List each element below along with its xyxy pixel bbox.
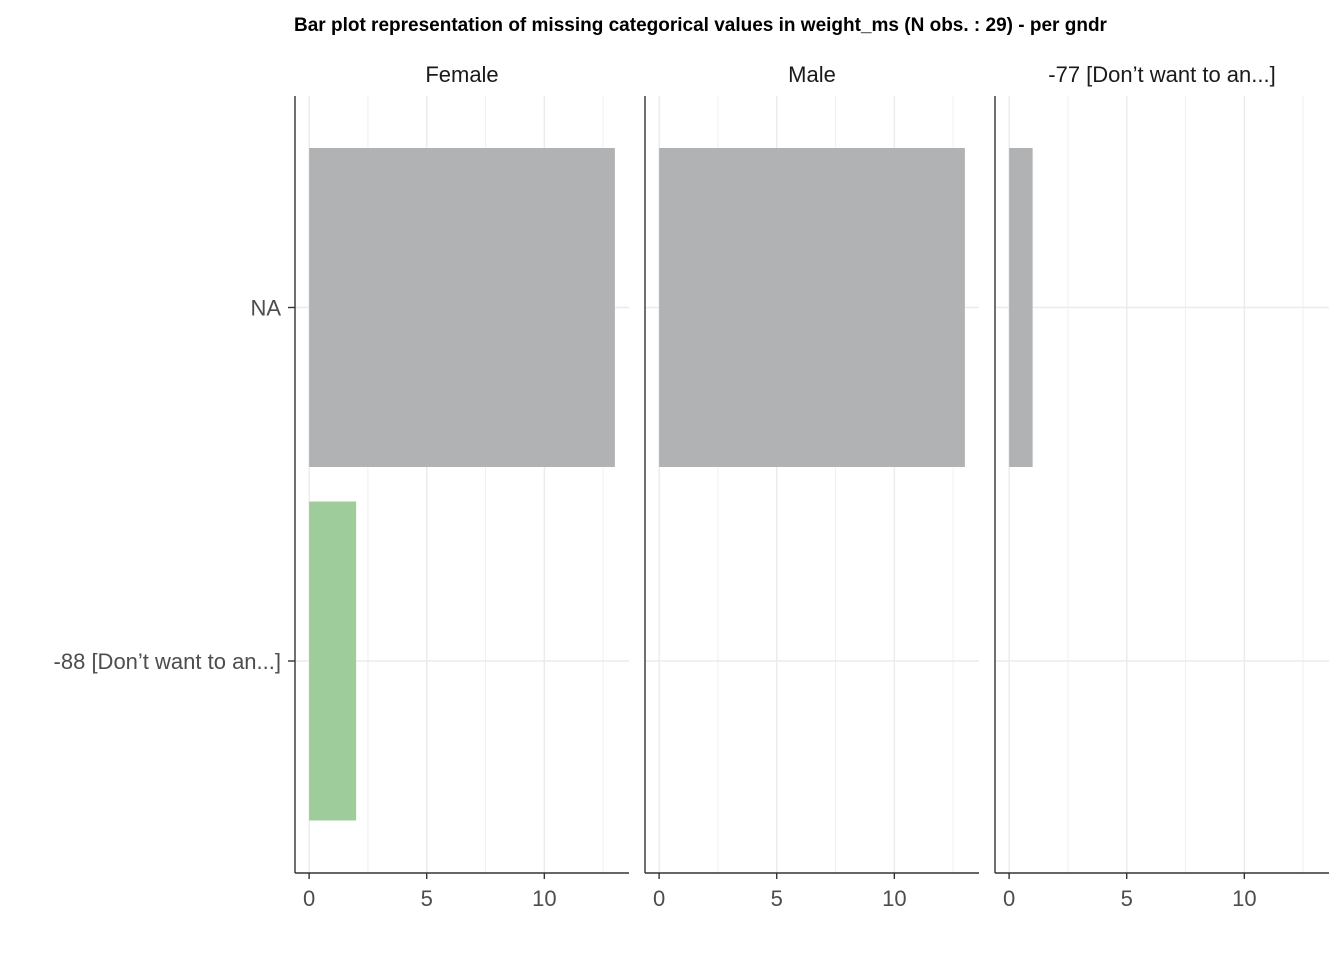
facet-strip-label: Male xyxy=(788,62,836,87)
facet-strip-label: Female xyxy=(425,62,498,87)
x-tick-label: 0 xyxy=(1003,886,1015,911)
facet-panel-2: -77 [Don’t want to an...] 0 5 10 xyxy=(994,62,1329,911)
facet-strip-label: -77 [Don’t want to an...] xyxy=(1048,62,1275,87)
bar-na-0 xyxy=(309,148,615,467)
x-tick-label: 5 xyxy=(771,886,783,911)
bar-na-2 xyxy=(1009,148,1033,467)
facet-panels: Female 0 5 10 NA -88 [Don’t want to an...] Mal… xyxy=(54,62,1329,911)
x-tick-label: 0 xyxy=(303,886,315,911)
facet-panel-0: Female 0 5 10 NA -88 [Don’t want to an...] xyxy=(54,62,629,911)
facet-panel-1: Male 0 5 10 xyxy=(644,62,979,911)
bar-na-1 xyxy=(659,148,965,467)
bar-minus88-0 xyxy=(309,501,357,821)
x-tick-label: 5 xyxy=(421,886,433,911)
y-tick-label: NA xyxy=(250,296,281,321)
x-tick-label: 10 xyxy=(1232,886,1256,911)
x-tick-label: 0 xyxy=(653,886,665,911)
x-tick-label: 10 xyxy=(532,886,556,911)
x-tick-label: 5 xyxy=(1121,886,1133,911)
chart-title: Bar plot representation of missing categ… xyxy=(294,15,1108,36)
y-tick-label: -88 [Don’t want to an...] xyxy=(54,649,281,674)
x-tick-label: 10 xyxy=(882,886,906,911)
